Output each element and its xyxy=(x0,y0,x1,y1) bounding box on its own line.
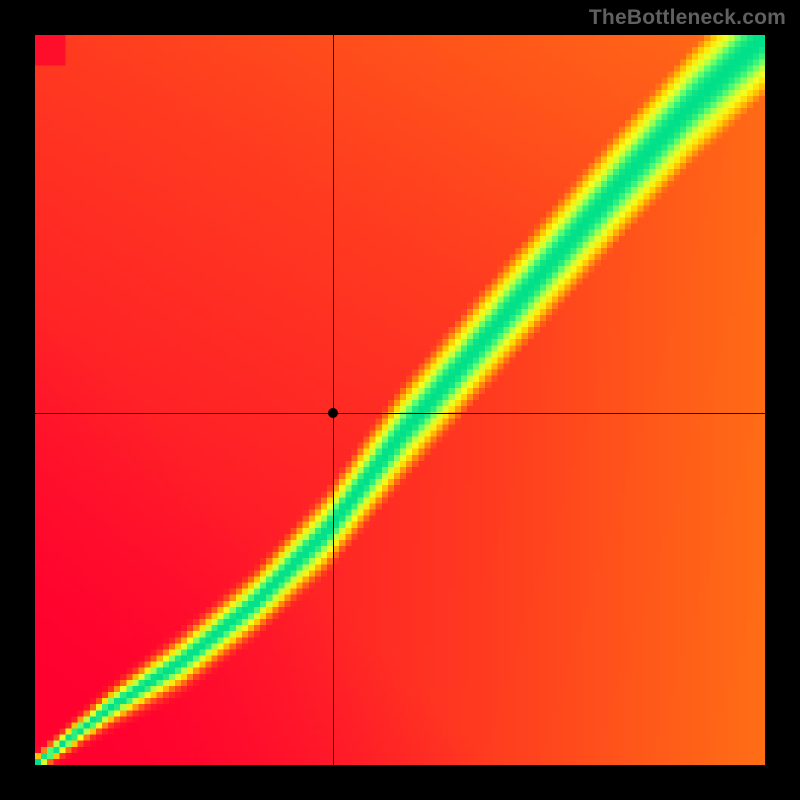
crosshair-horizontal xyxy=(35,413,765,414)
heatmap-canvas xyxy=(35,35,765,765)
crosshair-marker xyxy=(328,408,338,418)
plot-frame xyxy=(35,35,765,765)
watermark-text: TheBottleneck.com xyxy=(589,6,786,30)
crosshair-vertical xyxy=(333,35,334,765)
chart-container: TheBottleneck.com xyxy=(0,0,800,800)
